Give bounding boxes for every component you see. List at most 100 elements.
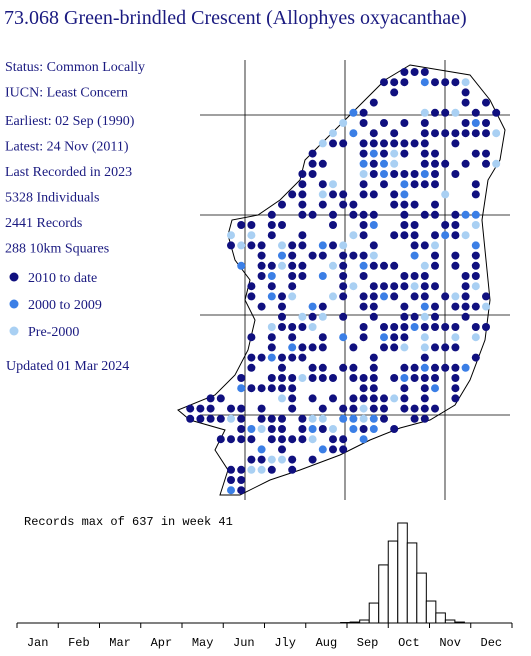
record-dot bbox=[369, 353, 378, 362]
record-dot bbox=[278, 394, 286, 403]
record-dot bbox=[288, 455, 297, 464]
record-dot bbox=[339, 190, 348, 199]
record-dot bbox=[420, 363, 429, 372]
record-dot bbox=[359, 119, 368, 127]
record-dot bbox=[298, 312, 307, 321]
record-dot bbox=[431, 159, 439, 168]
record-dot bbox=[461, 292, 470, 301]
record-dot bbox=[400, 312, 409, 321]
record-dot bbox=[451, 78, 460, 87]
record-dot bbox=[431, 312, 439, 321]
record-dot bbox=[267, 353, 276, 362]
record-dot bbox=[349, 363, 358, 372]
record-dot bbox=[431, 108, 439, 117]
record-dot bbox=[349, 251, 358, 260]
record-dot bbox=[441, 159, 450, 168]
record-dot bbox=[247, 353, 256, 362]
record-dot bbox=[410, 363, 419, 372]
record-dot bbox=[359, 251, 368, 260]
record-dot bbox=[329, 435, 337, 444]
record-dot bbox=[441, 190, 450, 199]
record-dot bbox=[441, 323, 450, 331]
record-dot bbox=[400, 323, 409, 331]
record-dot bbox=[431, 323, 439, 331]
record-dot bbox=[420, 404, 429, 413]
record-dot bbox=[420, 323, 429, 331]
record-dot bbox=[380, 149, 388, 158]
record-dot bbox=[237, 241, 246, 250]
legend-label: Pre-2000 bbox=[28, 325, 79, 340]
record-dot bbox=[278, 312, 286, 321]
record-dot bbox=[278, 261, 286, 270]
record-dot bbox=[380, 323, 388, 331]
record-dot bbox=[400, 302, 409, 311]
record-dot bbox=[451, 170, 460, 178]
record-dot bbox=[420, 292, 429, 301]
bar bbox=[444, 619, 456, 624]
record-dot bbox=[237, 384, 246, 393]
record-dot bbox=[247, 384, 256, 393]
record-dot bbox=[390, 343, 399, 352]
record-dot bbox=[247, 292, 256, 301]
record-dot bbox=[278, 425, 286, 433]
record-dot bbox=[471, 149, 480, 158]
x-tick-label: Oct bbox=[398, 636, 420, 650]
record-dot bbox=[329, 292, 337, 301]
record-dot bbox=[278, 200, 286, 209]
record-dot bbox=[227, 414, 235, 423]
record-dot bbox=[482, 129, 490, 138]
record-dot bbox=[257, 404, 266, 413]
record-dot bbox=[318, 414, 327, 423]
info-line: 2441 Records bbox=[5, 216, 82, 231]
record-dot bbox=[400, 231, 409, 240]
record-dot bbox=[431, 363, 439, 372]
record-dot bbox=[400, 394, 409, 403]
record-dot bbox=[461, 129, 470, 138]
record-dot bbox=[267, 425, 276, 433]
record-dot bbox=[288, 394, 297, 403]
record-dot bbox=[420, 414, 429, 423]
record-dot bbox=[308, 312, 317, 321]
record-dot bbox=[451, 292, 460, 301]
record-dot bbox=[369, 292, 378, 301]
record-dot bbox=[359, 231, 368, 240]
record-dot bbox=[359, 384, 368, 393]
record-dot bbox=[359, 292, 368, 301]
record-dot bbox=[227, 476, 235, 484]
record-dot bbox=[257, 414, 266, 423]
record-dot bbox=[420, 170, 429, 178]
record-dot bbox=[420, 333, 429, 342]
record-dot bbox=[278, 374, 286, 382]
record-dot bbox=[257, 302, 266, 311]
bar bbox=[368, 602, 380, 624]
record-dot bbox=[359, 374, 368, 382]
record-dot bbox=[400, 139, 409, 148]
record-dot bbox=[461, 231, 470, 240]
record-dot bbox=[237, 404, 246, 413]
record-dot bbox=[298, 170, 307, 178]
record-dot bbox=[390, 129, 399, 138]
legend-swatch bbox=[9, 326, 19, 336]
record-dot bbox=[288, 241, 297, 250]
record-dot bbox=[400, 343, 409, 352]
record-dot bbox=[369, 251, 378, 260]
record-dot bbox=[400, 333, 409, 342]
record-dot bbox=[298, 435, 307, 444]
record-dot bbox=[390, 139, 399, 148]
record-dot bbox=[216, 394, 225, 403]
record-dot bbox=[247, 363, 256, 372]
record-dot bbox=[369, 98, 378, 107]
record-dot bbox=[329, 139, 337, 148]
record-dot bbox=[349, 343, 358, 352]
record-dot bbox=[247, 455, 256, 464]
record-dot bbox=[267, 465, 276, 474]
record-dot bbox=[461, 159, 470, 168]
record-dot bbox=[431, 302, 439, 311]
record-dot bbox=[359, 190, 368, 199]
record-dot bbox=[400, 200, 409, 209]
record-dot bbox=[267, 343, 276, 352]
record-dot bbox=[298, 241, 307, 250]
record-dot bbox=[410, 231, 419, 240]
page-title: 73.068 Green-brindled Crescent (Allophye… bbox=[4, 7, 467, 29]
record-dot bbox=[288, 261, 297, 270]
